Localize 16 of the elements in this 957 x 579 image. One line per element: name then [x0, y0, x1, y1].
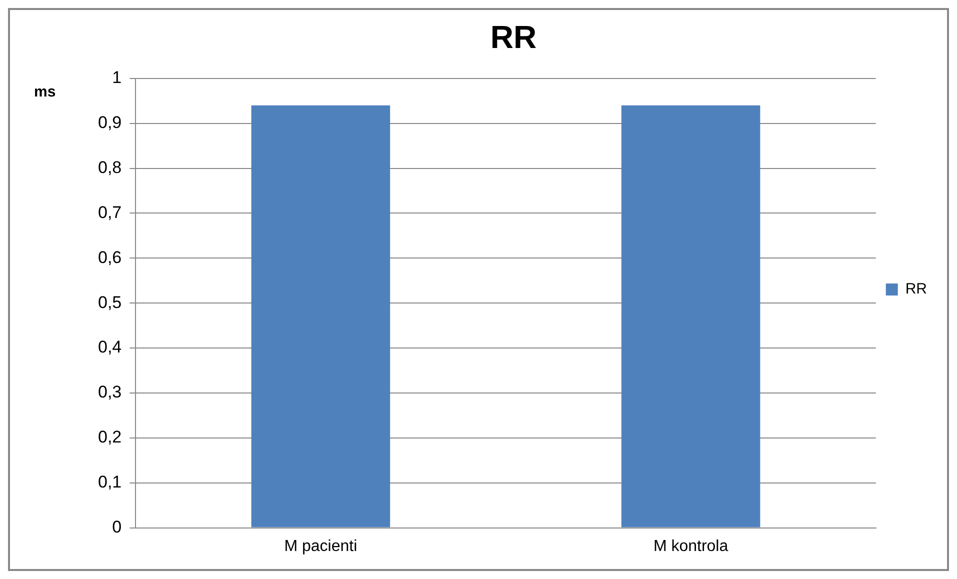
y-tick-label: 0,7	[98, 202, 122, 222]
legend-label: RR	[905, 280, 928, 298]
y-axis-title: ms	[34, 84, 56, 101]
y-tick-label: 0,1	[98, 472, 122, 492]
x-tick-label: M pacienti	[284, 538, 358, 555]
y-tick-label: 0,3	[98, 382, 122, 402]
y-tick-label: 0,5	[98, 292, 122, 312]
y-tick-label: 0,2	[98, 428, 122, 447]
y-tick-label: 0,6	[98, 248, 122, 267]
y-tick-label: 0,8	[98, 158, 122, 177]
chart-title: RR	[490, 19, 537, 56]
x-tick-label: M kontrola	[653, 538, 728, 555]
y-tick-label: 0,9	[98, 113, 122, 132]
y-tick-label: 1	[112, 68, 122, 88]
y-tick-label: 0,4	[98, 338, 122, 357]
y-tick-label: 0	[112, 517, 122, 536]
